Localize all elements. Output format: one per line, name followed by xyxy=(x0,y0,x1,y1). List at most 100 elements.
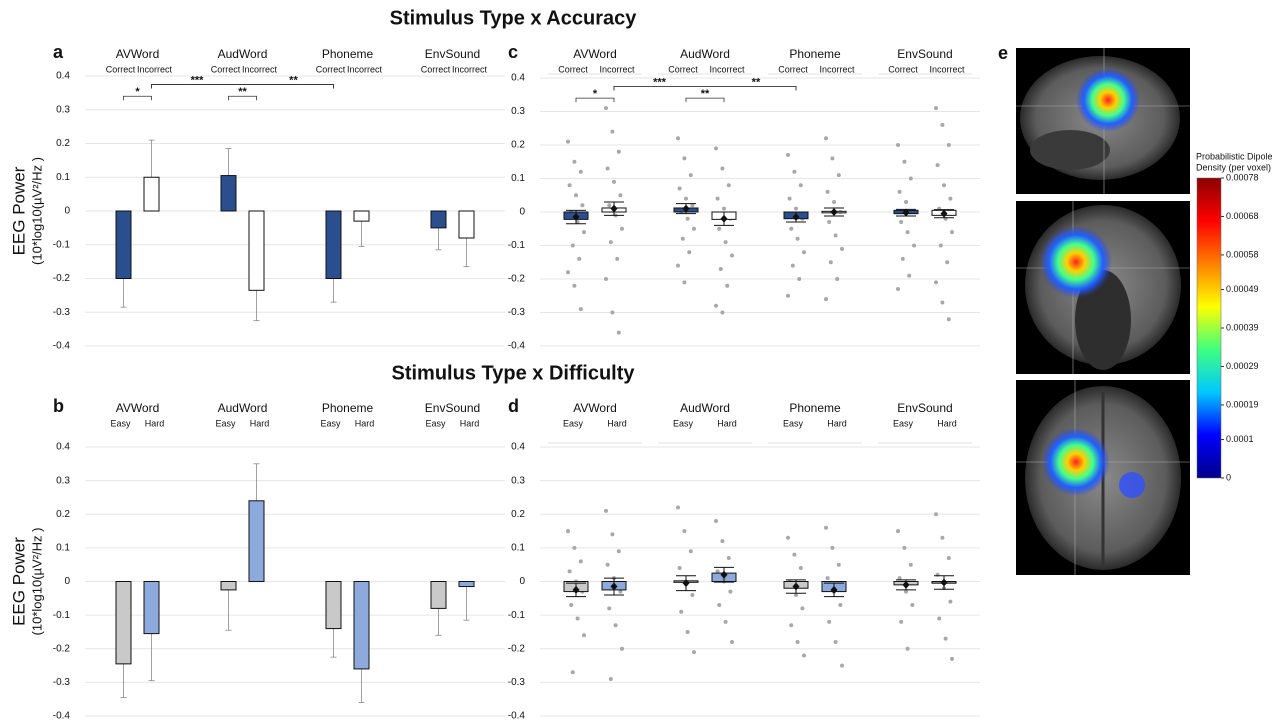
data-point xyxy=(566,140,570,144)
data-point xyxy=(618,193,622,197)
legend-label: Incorrect xyxy=(347,64,383,74)
data-point xyxy=(728,590,732,594)
data-point xyxy=(837,173,841,177)
significance-label: ** xyxy=(289,74,298,86)
data-point xyxy=(788,197,792,201)
data-point xyxy=(945,260,949,264)
colorbar-tick-label: 0.00068 xyxy=(1226,211,1259,221)
data-point xyxy=(832,200,836,204)
data-point xyxy=(802,653,806,657)
data-point xyxy=(690,593,694,597)
data-point xyxy=(577,257,581,261)
data-point xyxy=(676,136,680,140)
colorbar-label: Probabilistic Dipole xyxy=(1196,151,1272,161)
legend-label: Correct xyxy=(316,64,346,74)
group-label: EnvSound xyxy=(897,47,952,61)
legend-label: Correct xyxy=(668,64,698,74)
data-point xyxy=(800,606,804,610)
data-point xyxy=(824,526,828,530)
data-point xyxy=(612,180,616,184)
data-point xyxy=(799,183,803,187)
data-point xyxy=(826,576,830,580)
y-tick-label: -0.3 xyxy=(53,307,71,318)
data-point xyxy=(716,197,720,201)
data-point xyxy=(794,207,798,211)
y-tick-label: -0.2 xyxy=(508,274,526,285)
legend-label: Easy xyxy=(893,418,914,428)
data-point xyxy=(604,277,608,281)
data-point xyxy=(682,529,686,533)
colorbar-tick-label: 0.00019 xyxy=(1226,399,1259,409)
data-point xyxy=(682,280,686,284)
data-point xyxy=(686,630,690,634)
data-point xyxy=(950,657,954,661)
legend-label: Easy xyxy=(425,418,446,428)
data-point xyxy=(692,227,696,231)
y-tick-label: 0.2 xyxy=(511,509,525,520)
data-point xyxy=(722,207,726,211)
data-point xyxy=(824,297,828,301)
data-point xyxy=(576,616,580,620)
bar xyxy=(326,211,341,279)
brain-coronal xyxy=(1016,201,1190,374)
legend-label: Incorrect xyxy=(709,64,745,74)
data-point xyxy=(837,563,841,567)
y-tick-label: -0.3 xyxy=(53,677,71,688)
y-tick-label: 0 xyxy=(64,206,70,217)
data-point xyxy=(617,150,621,154)
data-point xyxy=(617,549,621,553)
group-label: AVWord xyxy=(116,47,160,61)
y-tick-label: -0.3 xyxy=(508,677,526,688)
data-point xyxy=(572,546,576,550)
data-point xyxy=(944,637,948,641)
significance-label: * xyxy=(135,86,140,98)
legend-label: Correct xyxy=(558,64,588,74)
y-tick-label: 0.4 xyxy=(511,442,525,453)
data-point xyxy=(609,677,613,681)
data-point xyxy=(802,250,806,254)
data-point xyxy=(827,220,831,224)
data-point xyxy=(940,300,944,304)
data-point xyxy=(620,227,624,231)
group-label: AVWord xyxy=(573,401,617,415)
data-point xyxy=(720,166,724,170)
y-axis-label: EEG Power xyxy=(9,537,28,626)
data-point xyxy=(936,163,940,167)
data-point xyxy=(606,166,610,170)
bar xyxy=(431,211,446,228)
data-point xyxy=(572,284,576,288)
data-point xyxy=(934,280,938,284)
legend-label: Easy xyxy=(110,418,131,428)
group-label: Phoneme xyxy=(789,401,841,415)
data-point xyxy=(829,260,833,264)
data-point xyxy=(797,277,801,281)
significance-label: * xyxy=(593,88,598,100)
data-point xyxy=(714,304,718,308)
data-point xyxy=(607,203,611,207)
y-tick-label: -0.2 xyxy=(53,643,71,654)
data-point xyxy=(574,193,578,197)
data-point xyxy=(948,197,952,201)
colorbar-tick-label: 0.00078 xyxy=(1226,172,1259,182)
legend-label: Incorrect xyxy=(137,64,173,74)
data-point xyxy=(789,623,793,627)
panel-label: c xyxy=(508,42,518,62)
mean-marker xyxy=(831,208,838,216)
group-label: EnvSound xyxy=(897,401,952,415)
legend-label: Easy xyxy=(673,418,694,428)
legend-label: Correct xyxy=(211,64,241,74)
data-point xyxy=(604,106,608,110)
legend-label: Correct xyxy=(888,64,918,74)
significance-label: ** xyxy=(238,86,247,98)
data-point xyxy=(610,130,614,134)
data-point xyxy=(834,640,838,644)
y-axis-label: EEG Power xyxy=(9,166,28,255)
data-point xyxy=(727,183,731,187)
data-point xyxy=(610,532,614,536)
data-point xyxy=(579,559,583,563)
data-point xyxy=(909,177,913,181)
legend-label: Incorrect xyxy=(452,64,488,74)
y-tick-label: 0 xyxy=(64,576,70,587)
y-tick-label: -0.4 xyxy=(508,711,526,722)
brain-sagittal xyxy=(1016,48,1190,194)
